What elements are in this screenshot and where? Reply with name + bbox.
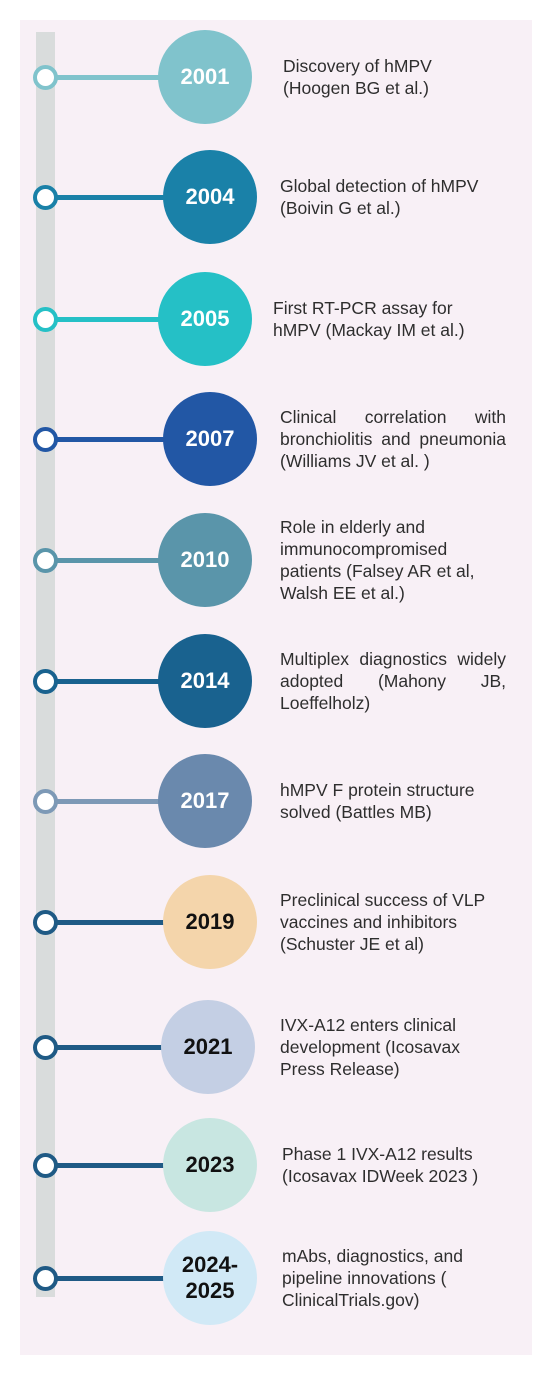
event-description: hMPV F protein structure solved (Battles… <box>280 780 475 822</box>
timeline-event: 2001 Discovery of hMPV (Hoogen BG et al.) <box>0 27 550 127</box>
event-description: Discovery of hMPV (Hoogen BG et al.) <box>283 56 432 98</box>
event-description: Phase 1 IVX-A12 results (Icosavax IDWeek… <box>282 1144 479 1186</box>
connector-line <box>46 436 200 442</box>
year-label: 2021 <box>183 1033 233 1059</box>
timeline-node-marker <box>33 184 58 210</box>
year-badge: 2024- 2025 <box>163 1231 257 1325</box>
year-badge: 2023 <box>163 1118 257 1212</box>
timeline-event: 2017 hMPV F protein structure solved (Bat… <box>0 751 550 851</box>
timeline-event: 2014 Multiplex diagnostics widely adopted… <box>0 631 550 731</box>
year-badge: 2017 <box>158 754 252 848</box>
connector-line <box>46 557 195 563</box>
connector-line <box>46 194 200 200</box>
timeline-event: 2021 IVX-A12 enters clinical development … <box>0 997 550 1097</box>
event-description: Clinical correlation with bronchiolitis … <box>280 407 506 471</box>
event-description: Role in elderly and immunocompromised pa… <box>280 517 475 603</box>
timeline-panel <box>20 20 532 1355</box>
year-badge: 2007 <box>163 392 257 486</box>
timeline-event: 2019 Preclinical success of VLP vaccines … <box>0 872 550 972</box>
connector-line <box>46 919 200 925</box>
timeline-node-marker <box>33 547 58 573</box>
year-badge: 2004 <box>163 150 257 244</box>
event-description: mAbs, diagnostics, and pipeline innovati… <box>282 1246 463 1310</box>
timeline-event: 2010 Role in elderly and immunocompromise… <box>0 510 550 610</box>
timeline-spine <box>36 32 55 1297</box>
year-badge: 2014 <box>158 634 252 728</box>
timeline-event: 2023 Phase 1 IVX-A12 results (Icosavax ID… <box>0 1115 550 1215</box>
year-label: 2004 <box>185 183 235 209</box>
timeline-event: 2004 Global detection of hMPV (Boivin G e… <box>0 147 550 247</box>
timeline-node-marker <box>33 909 58 935</box>
timeline-node-marker <box>33 64 58 90</box>
connector-line <box>46 1044 198 1050</box>
event-description: First RT-PCR assay for hMPV (Mackay IM e… <box>273 298 465 340</box>
timeline-node-marker <box>33 1152 58 1178</box>
event-description: Multiplex diagnostics widely adopted (Ma… <box>280 649 506 713</box>
year-label: 2024- 2025 <box>181 1251 239 1303</box>
year-badge: 2021 <box>161 1000 255 1094</box>
timeline-event: 2007 Clinical correlation with bronchioli… <box>0 389 550 489</box>
year-label: 2017 <box>180 787 230 813</box>
connector-line <box>46 798 195 804</box>
year-badge: 2001 <box>158 30 252 124</box>
event-description: Global detection of hMPV (Boivin G et al… <box>280 176 479 218</box>
connector-line <box>46 678 195 684</box>
year-label: 2014 <box>180 667 230 693</box>
connector-line <box>46 74 195 80</box>
year-label: 2023 <box>185 1151 235 1177</box>
timeline-node-marker <box>33 668 58 694</box>
year-badge: 2010 <box>158 513 252 607</box>
year-badge: 2019 <box>163 875 257 969</box>
year-badge: 2005 <box>158 272 252 366</box>
timeline-node-marker <box>33 1034 58 1060</box>
year-label: 2001 <box>180 63 230 89</box>
connector-line <box>46 316 195 322</box>
event-description: IVX-A12 enters clinical development (Ico… <box>280 1015 460 1079</box>
connector-line <box>46 1162 200 1168</box>
year-label: 2005 <box>180 305 230 331</box>
event-description: Preclinical success of VLP vaccines and … <box>280 890 485 954</box>
year-label: 2007 <box>185 425 235 451</box>
timeline-node-marker <box>33 788 58 814</box>
year-label: 2010 <box>180 546 230 572</box>
timeline-node-marker <box>33 306 58 332</box>
timeline-event: 2005 First RT-PCR assay for hMPV (Mackay … <box>0 269 550 369</box>
timeline-node-marker <box>33 1265 58 1291</box>
connector-line <box>46 1275 200 1281</box>
year-label: 2019 <box>185 908 235 934</box>
timeline-event: 2024- 2025 mAbs, diagnostics, and pipelin… <box>0 1228 550 1328</box>
timeline-node-marker <box>33 426 58 452</box>
